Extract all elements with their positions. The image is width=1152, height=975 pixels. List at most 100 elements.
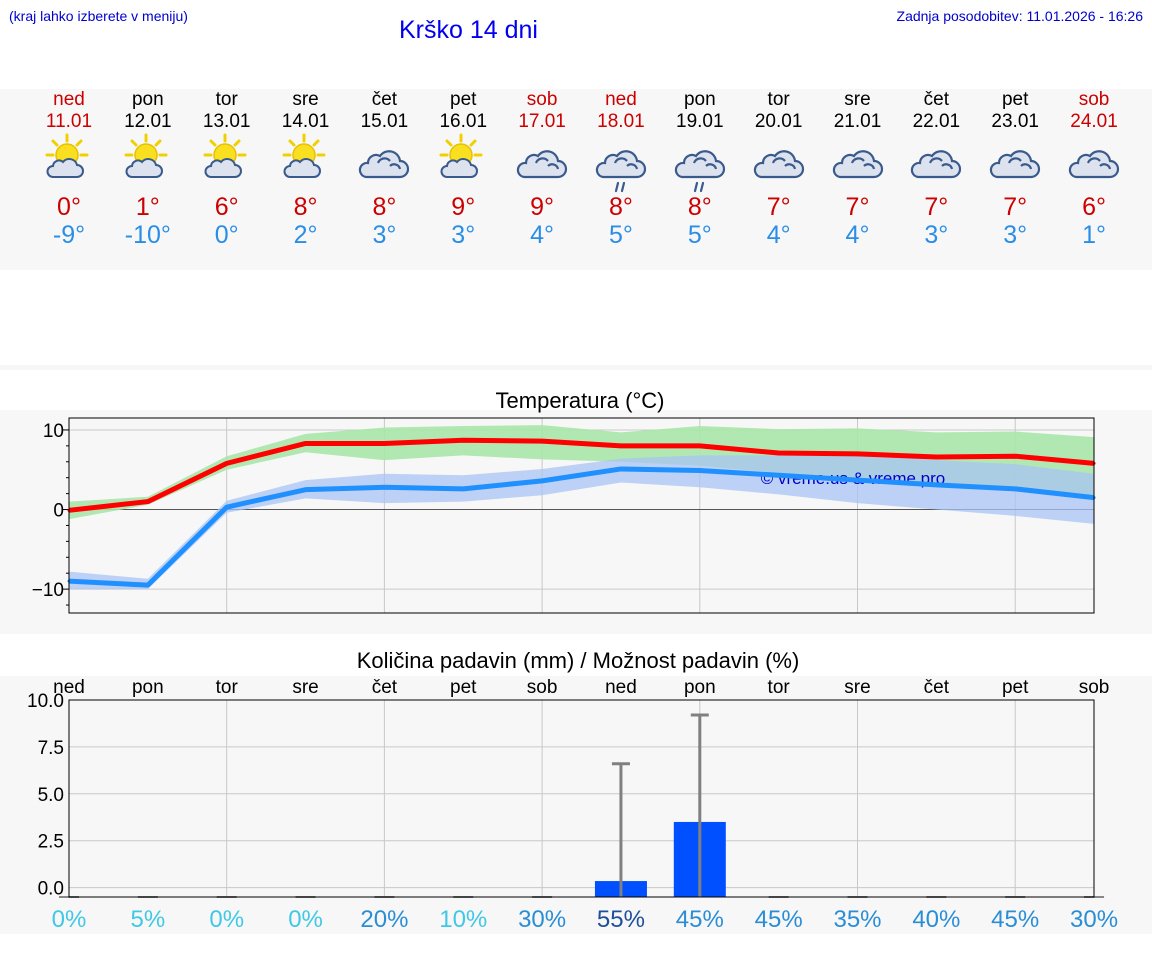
small-cloud — [125, 158, 163, 178]
day-name: sre — [844, 89, 871, 110]
cloud-icon — [908, 133, 964, 193]
day-axis-label: sob — [527, 677, 558, 698]
precipitation-probability: 30% — [1070, 906, 1118, 933]
day-axis-label: pet — [1002, 677, 1029, 698]
day-date: 11.01 — [45, 111, 93, 132]
min-temperature: 4° — [766, 221, 791, 249]
cloud — [990, 150, 1041, 179]
separator — [0, 365, 1152, 370]
cloud-icon — [356, 133, 412, 193]
min-temperature-point — [856, 478, 859, 482]
day-axis-label: sre — [292, 677, 318, 698]
day-date: 22.01 — [912, 111, 961, 132]
day-axis-label: ned — [605, 677, 637, 698]
day-date: 24.01 — [1070, 111, 1118, 132]
max-temperature-point — [225, 461, 229, 465]
cloud — [911, 150, 962, 179]
precipitation-probability: 45% — [991, 906, 1039, 933]
day-name: pon — [131, 89, 164, 110]
cloud-icon — [751, 133, 807, 193]
min-temperature-point — [461, 487, 465, 491]
cloud — [359, 150, 410, 179]
precipitation-probability: 55% — [597, 906, 645, 933]
max-temperature-band — [69, 425, 1095, 520]
day-column: pet 16.01 9° 3° — [423, 89, 503, 249]
day-axis-label: tor — [768, 677, 791, 698]
precipitation-probability: 20% — [360, 906, 408, 933]
y-tick-label: 5.0 — [38, 785, 64, 806]
min-temperature-point — [698, 469, 702, 473]
max-temperature-line — [68, 437, 1095, 513]
precipitation-probability: 30% — [518, 906, 566, 933]
min-temperature-point — [619, 467, 623, 471]
min-temperature: 3° — [924, 221, 949, 249]
last-updated: Zadnja posodobitev: 11.01.2026 - 16:26 — [896, 8, 1143, 24]
max-temperature-point — [461, 438, 465, 442]
cloud — [753, 150, 804, 179]
max-temperature-point — [619, 444, 623, 448]
rain-cloud-icon — [672, 133, 728, 193]
precipitation-plot-frame — [68, 699, 1095, 898]
day-date: 15.01 — [360, 111, 409, 132]
precipitation-probability: 35% — [833, 906, 881, 933]
precipitation-chart-title: Količina padavin (mm) / Možnost padavin … — [357, 648, 800, 673]
day-name: pon — [683, 89, 716, 110]
rain-drops — [614, 181, 626, 193]
min-temperature: 5° — [687, 221, 712, 249]
min-temperature-point — [382, 485, 386, 489]
max-temperature-point — [777, 451, 781, 455]
day-date: 14.01 — [281, 111, 330, 132]
max-temperature: 8° — [687, 193, 712, 221]
cloud-icon — [514, 133, 570, 193]
day-date: 21.01 — [833, 111, 882, 132]
y-tick-label: 10.0 — [27, 691, 64, 712]
day-name: tor — [767, 89, 790, 110]
day-column: čet 22.01 7° 3° — [896, 89, 976, 249]
cloud — [595, 150, 646, 179]
cloud — [1068, 150, 1120, 179]
min-temperature: 5° — [608, 221, 633, 249]
day-name: pet — [450, 89, 477, 110]
day-name: ned — [605, 89, 637, 110]
max-temperature: 6° — [214, 193, 239, 221]
small-cloud — [204, 158, 242, 178]
day-column: ned 18.01 8° 5° — [581, 89, 661, 249]
day-name: sre — [292, 89, 319, 110]
day-date: 17.01 — [518, 111, 566, 132]
min-temperature: 4° — [530, 221, 555, 249]
precipitation-probability: 45% — [676, 906, 724, 933]
day-date: 20.01 — [754, 111, 803, 132]
max-temperature-point — [698, 444, 702, 448]
y-tick-label: −10 — [32, 580, 64, 601]
y-tick-label: 2.5 — [38, 832, 64, 853]
min-temperature: 4° — [845, 221, 870, 249]
day-axis-label: sre — [844, 677, 870, 698]
menu-hint: (kraj lahko izberete v meniju) — [9, 8, 188, 24]
day-name: pet — [1001, 89, 1029, 110]
y-tick-label: 0.0 — [38, 879, 64, 900]
y-tick-label: 10 — [43, 421, 64, 442]
small-cloud — [283, 158, 321, 178]
precipitation-probability: 10% — [439, 906, 487, 933]
day-axis-label: čet — [372, 677, 398, 698]
min-temperature-point — [304, 488, 308, 492]
min-temperature: 2° — [293, 221, 318, 249]
cloud-icon — [987, 133, 1043, 193]
min-temperature-point — [540, 479, 544, 483]
sun-cloud-icon — [120, 133, 176, 193]
day-axis-label: pet — [450, 677, 477, 698]
max-temperature: 1° — [135, 193, 160, 221]
max-temperature-point — [856, 452, 859, 456]
day-name: sob — [1078, 89, 1110, 110]
day-column: sre 14.01 8° 2° — [266, 89, 346, 249]
temperature-chart-title: Temperatura (°C) — [496, 388, 665, 413]
small-cloud — [440, 158, 479, 178]
min-temperature-point — [225, 505, 229, 509]
forecast-strip: ned 11.01 0° -9° pon 12.01 1° -10° tor 13.01 — [0, 89, 1152, 270]
page-title: Krško 14 dni — [399, 16, 538, 44]
sun-cloud-icon — [199, 133, 255, 193]
day-column: pet 23.01 7° 3° — [975, 89, 1055, 249]
max-temperature: 7° — [766, 193, 791, 221]
min-temperature: 0° — [214, 221, 239, 249]
